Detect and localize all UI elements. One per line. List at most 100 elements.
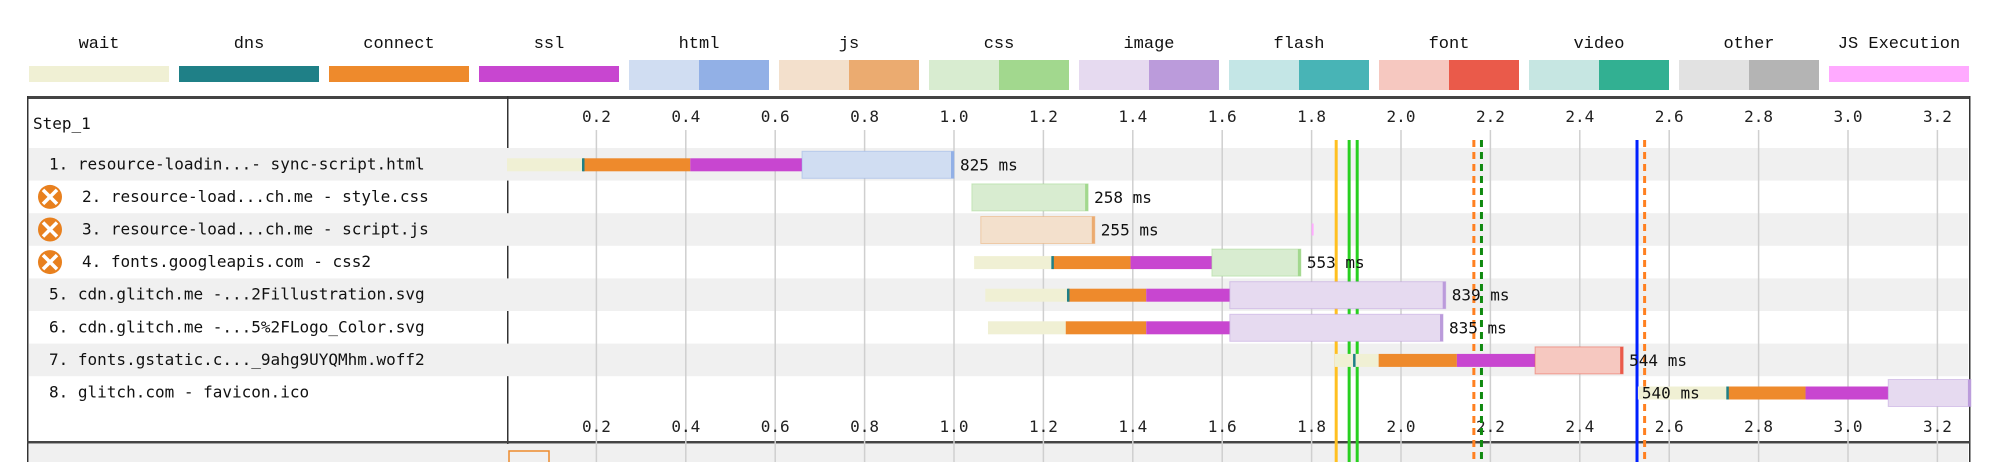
request-row[interactable]: 1. resource-loadin...- sync-script.html 8… (49, 150, 1018, 179)
request-duration: 553 ms (1307, 253, 1365, 272)
request-row[interactable]: 2. resource-load...ch.me - style.css 258 … (38, 183, 1152, 212)
axis-tick-top: 0.2 (582, 107, 611, 126)
legend-swatch-dark (849, 60, 919, 90)
axis-tick-bottom: 1.0 (940, 417, 969, 436)
table-bottom-border (27, 441, 1970, 444)
css-content-segment (1211, 248, 1302, 277)
warning-icon (38, 250, 62, 275)
connect-segment (1378, 353, 1457, 367)
connect-segment (1052, 256, 1131, 270)
legend-swatch-light (1679, 60, 1749, 90)
warning-icon-x (41, 253, 59, 271)
axis-tick-top: 3.0 (1834, 107, 1863, 126)
axis-tick-bottom: 1.4 (1118, 417, 1147, 436)
legend-label: html (679, 35, 720, 54)
axis-tick-bottom: 2.6 (1655, 417, 1684, 436)
axis-tick-top: 0.6 (761, 107, 790, 126)
css-download-segment (1085, 183, 1089, 211)
legend-swatch (29, 66, 169, 82)
request-row[interactable]: 7. fonts.gstatic.c..._9ahg9UYQMhm.woff2 5… (49, 346, 1687, 375)
legend-swatch-light (1229, 60, 1299, 90)
axis-tick-top: 2.4 (1565, 107, 1594, 126)
request-label: 6. cdn.glitch.me -...5%2FLogo_Color.svg (49, 317, 425, 336)
image-download-segment (1967, 379, 1971, 407)
axis-tick-bottom: 2.4 (1565, 417, 1594, 436)
html-content-segment (801, 150, 955, 179)
warning-icon-x (41, 221, 59, 238)
image-content-segment (1229, 313, 1444, 342)
legend-label: flash (1273, 35, 1324, 54)
axis-tick-bottom: 1.2 (1029, 417, 1058, 436)
axis-tick-bottom: 1.8 (1297, 417, 1326, 436)
legend-label: connect (363, 35, 434, 54)
request-row[interactable]: 6. cdn.glitch.me -...5%2FLogo_Color.svg 8… (49, 313, 1507, 342)
axis-tick-bottom: 0.6 (761, 417, 790, 436)
legend-swatch (179, 66, 319, 82)
axis-tick-top: 2.2 (1476, 107, 1505, 126)
legend-item-dns: dns (179, 35, 319, 82)
legend-item-font: font (1379, 35, 1519, 90)
legend-item-html: html (629, 35, 769, 90)
connect-segment (1067, 288, 1147, 302)
legend-item-other: other (1679, 35, 1819, 90)
request-row[interactable]: 4. fonts.googleapis.com - css2 553 ms (38, 248, 1365, 277)
request-duration: 825 ms (960, 155, 1018, 174)
legend-label: font (1429, 35, 1470, 54)
ssl-segment (690, 158, 803, 172)
axis-tick-top: 1.2 (1029, 107, 1058, 126)
wait-segment (507, 158, 583, 172)
legend-swatch-dark (999, 60, 1069, 90)
request-label: 3. resource-load...ch.me - script.js (82, 220, 429, 239)
axis-tick-top: 1.8 (1297, 107, 1326, 126)
step-label: Step_1 (33, 114, 91, 133)
request-duration: 540 ms (1642, 384, 1700, 403)
legend-item-ssl: ssl (479, 35, 619, 82)
axis-tick-top: 1.6 (1208, 107, 1237, 126)
axis-tick-bottom: 0.2 (582, 417, 611, 436)
legend-item-js-execution: JS Execution (1829, 35, 1969, 82)
image-download-segment (1442, 281, 1446, 309)
warning-icon (38, 184, 62, 209)
legend-item-js: js (779, 35, 919, 90)
legend-swatch-light (779, 60, 849, 90)
axis-tick-top: 1.0 (940, 107, 969, 126)
request-row[interactable]: 5. cdn.glitch.me -...2Fillustration.svg 8… (49, 281, 1509, 310)
legend-swatch (479, 66, 619, 82)
legend-swatch (329, 66, 469, 82)
legend-label: wait (79, 35, 120, 54)
request-duration: 544 ms (1629, 351, 1687, 370)
legend-swatch-dark (1149, 60, 1219, 90)
legend-item-wait: wait (29, 35, 169, 82)
legend-label: dns (234, 35, 265, 54)
axis-tick-top: 2.0 (1387, 107, 1416, 126)
image-content-segment (1887, 379, 1972, 407)
axis-tick-bottom: 2.2 (1476, 417, 1505, 436)
legend-label: image (1123, 35, 1174, 54)
js-execution-segment (1311, 223, 1314, 236)
legend-swatch-dark (1299, 60, 1369, 90)
table-top-border (27, 96, 1970, 99)
legend-item-css: css (929, 35, 1069, 90)
dns-segment (1726, 386, 1729, 400)
legend-label: js (839, 35, 859, 54)
wait-segment (987, 321, 1066, 335)
axis-tick-bottom: 3.2 (1923, 417, 1952, 436)
legend-swatch-light (1379, 60, 1449, 90)
connect-segment (1727, 386, 1806, 400)
request-row[interactable]: 8. glitch.com - favicon.ico 540 ms (49, 379, 1972, 407)
request-row[interactable]: 3. resource-load...ch.me - script.js 255 … (38, 216, 1314, 244)
axis-tick-bottom: 3.0 (1834, 417, 1863, 436)
legend-swatch-light (1529, 60, 1599, 90)
legend-item-image: image (1079, 35, 1219, 90)
axis-tick-top: 2.8 (1744, 107, 1773, 126)
request-label: 8. glitch.com - favicon.ico (49, 383, 309, 402)
legend-item-flash: flash (1229, 35, 1369, 90)
legend-label: ssl (534, 35, 565, 54)
legend-swatch-dark (1599, 60, 1669, 90)
wait-segment (974, 256, 1053, 270)
axis-tick-bottom: 0.4 (671, 417, 700, 436)
request-label: 7. fonts.gstatic.c..._9ahg9UYQMhm.woff2 (49, 350, 425, 369)
legend-label: JS Execution (1838, 35, 1960, 54)
request-duration: 255 ms (1101, 221, 1159, 240)
css-content-segment (971, 183, 1089, 212)
